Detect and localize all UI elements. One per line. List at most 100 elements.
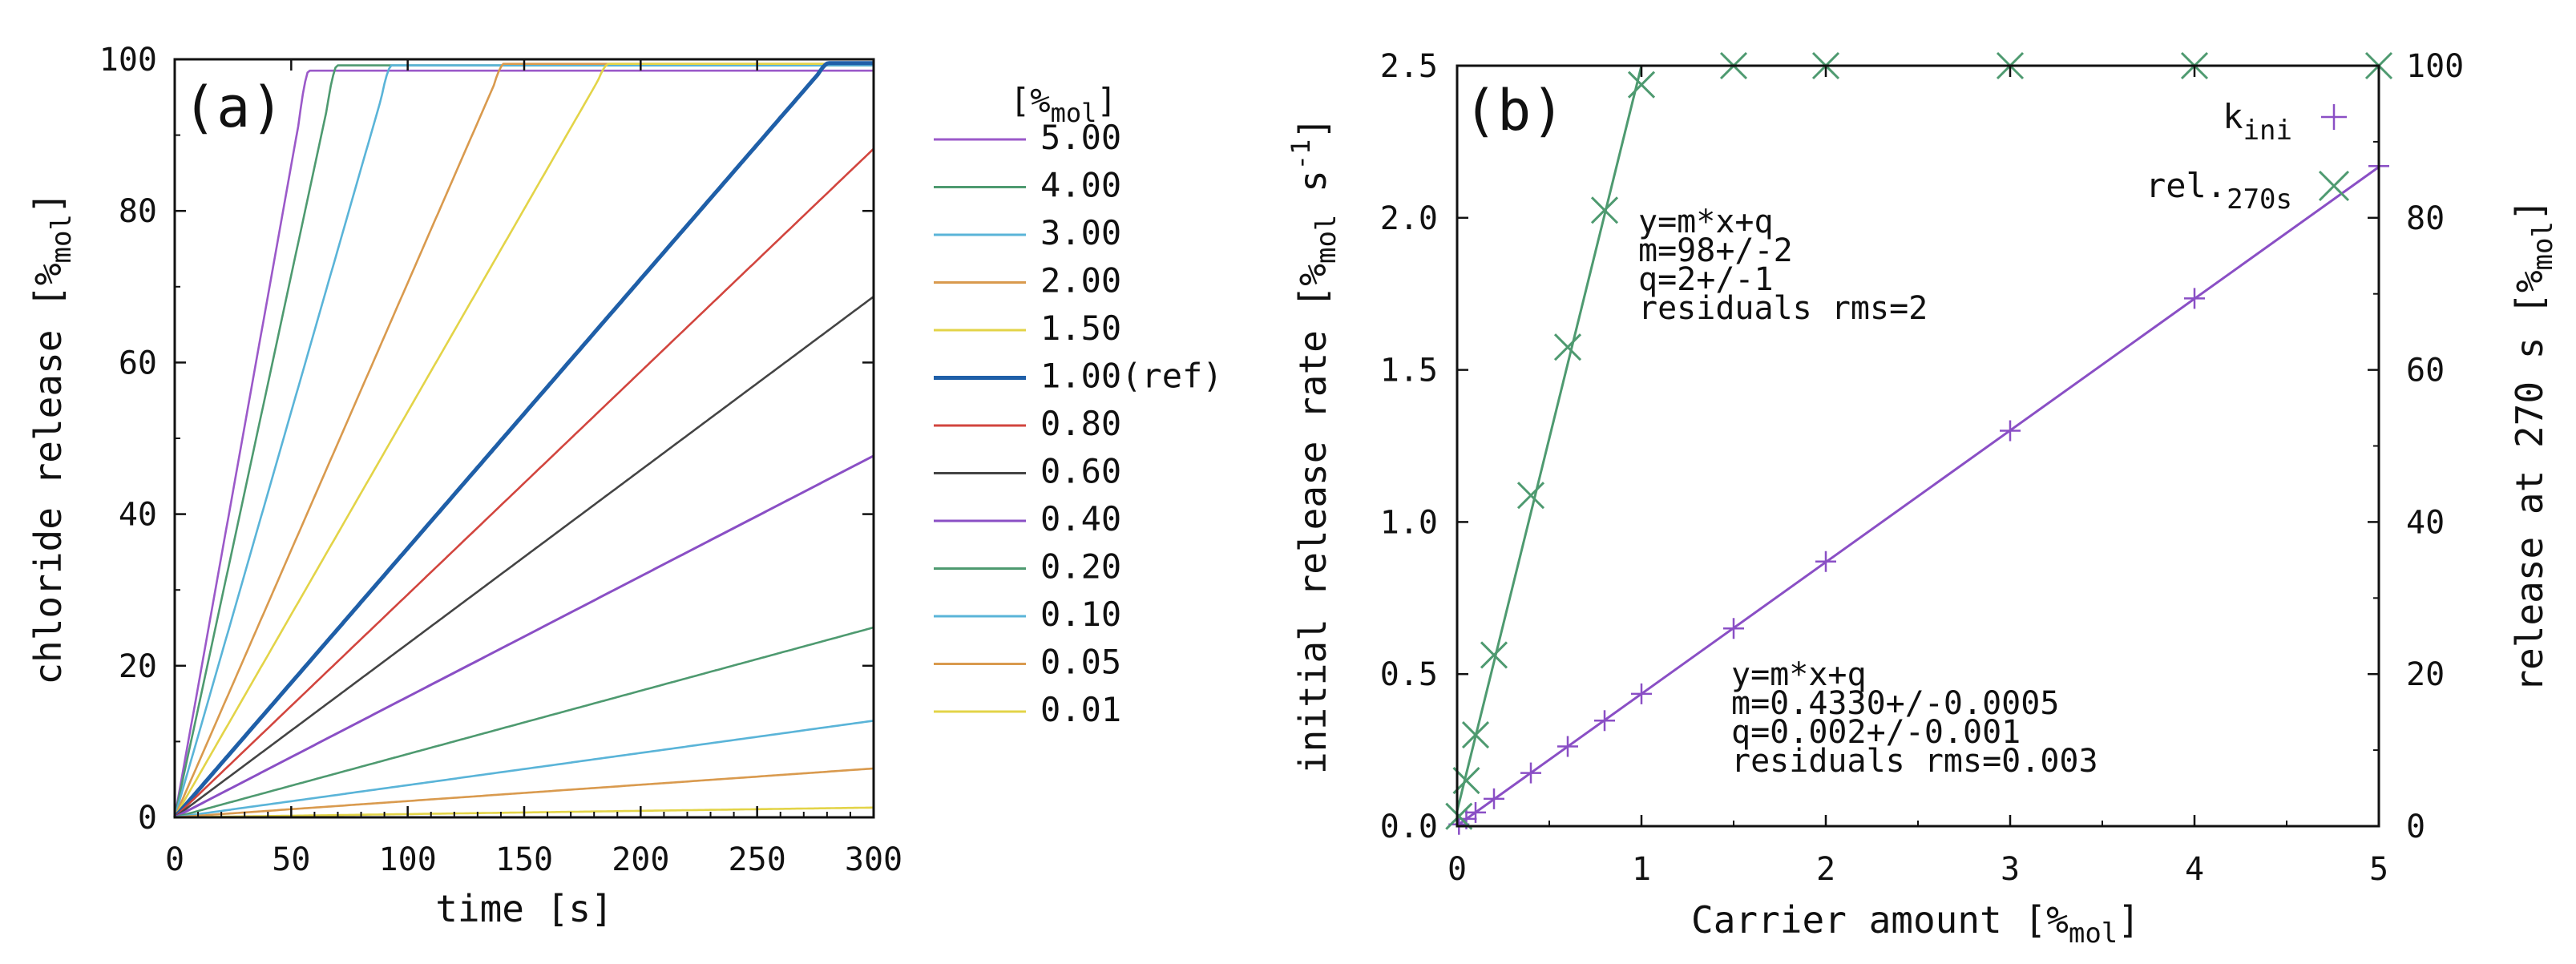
series-line-500 bbox=[173, 69, 874, 818]
panel-a-tick-layer: 0 50 100 150 200 250 300 0 20 40 60 80 100 bbox=[99, 42, 902, 878]
legend-entry-label: 2.00 bbox=[1040, 261, 1121, 300]
y-tick-label: 60 bbox=[119, 345, 157, 381]
legend-entry-label: rel.270s bbox=[2146, 166, 2292, 216]
panel-b-x-axis-label-close: ] bbox=[2118, 898, 2140, 942]
fit-annotation-rel-fit: y=m*x+q m=98+/-2 q=2+/-1 residuals rms=2 bbox=[1638, 204, 1928, 327]
x-tick-label: 250 bbox=[729, 841, 786, 878]
x-tick-label: 2 bbox=[1816, 851, 1835, 888]
data-point-plus bbox=[1520, 762, 1541, 784]
panel-a-y-axis-label-close: ] bbox=[26, 192, 70, 214]
x-tick-label: 1 bbox=[1632, 851, 1651, 888]
panel-b-y-axis-label-sub: mol bbox=[1310, 215, 1343, 264]
y-tick-label: 40 bbox=[119, 497, 157, 534]
series-line-040 bbox=[174, 454, 874, 819]
panel-b-tick-layer: 0 1 2 3 4 5 0.0 0.5 1.0 1.5 2.0 2.5 0 20 40 60 80 100 bbox=[1380, 48, 2465, 888]
legend-entry-name: rel. bbox=[2146, 166, 2227, 205]
y-tick-label: 100 bbox=[99, 42, 157, 79]
series-line-060 bbox=[174, 296, 874, 819]
fit-line-plus bbox=[1456, 166, 2380, 827]
series-line-150 bbox=[173, 63, 874, 818]
data-point-x bbox=[1553, 333, 1582, 361]
data-point-x bbox=[1445, 802, 1473, 830]
y2-tick-label: 20 bbox=[2406, 656, 2445, 693]
panel-b-y2-axis-label-sub: mol bbox=[2527, 221, 2559, 270]
y2-tick-label: 100 bbox=[2406, 48, 2464, 85]
fit-annotation-line: m=0.4330+/-0.0005 bbox=[1731, 685, 2059, 722]
fit-annotation-line: m=98+/-2 bbox=[1638, 232, 1793, 269]
data-point-plus bbox=[1465, 801, 1486, 823]
x-tick-label: 150 bbox=[495, 841, 553, 878]
series-line-400 bbox=[173, 64, 874, 818]
fit-annotation-line: y=m*x+q bbox=[1731, 656, 1867, 693]
panel-a-legend: [%mol] 5.00 4.00 3.00 2.00 1.50 1.00(ref) 0.80… bbox=[934, 81, 1223, 729]
legend-entry-label: 0.05 bbox=[1040, 643, 1121, 682]
legend-entry-label: 1.00(ref) bbox=[1040, 357, 1223, 396]
y-tick-label: 80 bbox=[119, 193, 157, 230]
panel-a-y-axis-label-sub: mol bbox=[46, 214, 78, 263]
legend-marker-plus bbox=[2321, 104, 2347, 130]
panel-a-label: (a) bbox=[183, 75, 284, 140]
data-point-plus bbox=[2000, 420, 2021, 442]
panel-a-series-layer bbox=[173, 61, 874, 819]
series-line-010 bbox=[174, 720, 874, 819]
series-line-100ref bbox=[173, 61, 874, 819]
x-tick-label: 0 bbox=[165, 841, 184, 878]
x-tick-label: 200 bbox=[612, 841, 669, 878]
legend-entry-sub: 270s bbox=[2227, 184, 2292, 216]
y-tick-label: 0.0 bbox=[1380, 809, 1438, 845]
panel-b-x-axis-label: Carrier amount [%mol] bbox=[1691, 898, 2140, 950]
legend-title-close: ] bbox=[1096, 81, 1116, 120]
legend-entry-label: 0.20 bbox=[1040, 547, 1121, 587]
x-tick-label: 0 bbox=[1447, 851, 1467, 888]
y2-tick-label: 0 bbox=[2406, 809, 2425, 845]
legend-title-sub: mol bbox=[1051, 98, 1097, 128]
legend-entry-label: 0.40 bbox=[1040, 499, 1121, 538]
data-point-x bbox=[1516, 482, 1545, 510]
fit-annotation-line: q=0.002+/-0.001 bbox=[1731, 714, 2021, 751]
panel-b-y2-axis-label-close: ] bbox=[2508, 199, 2551, 221]
legend-entry-label: 0.01 bbox=[1040, 690, 1121, 729]
data-point-plus bbox=[1723, 618, 1744, 639]
panel-b-label: (b) bbox=[1464, 78, 1565, 143]
y-tick-label: 1.0 bbox=[1380, 504, 1438, 541]
panel-b-y-axis-label-sup: -1 bbox=[1286, 139, 1316, 171]
y2-tick-label: 60 bbox=[2406, 353, 2445, 389]
data-point-plus bbox=[1815, 551, 1836, 572]
y-tick-label: 0 bbox=[138, 800, 157, 837]
y-tick-label: 2.5 bbox=[1380, 48, 1438, 85]
fit-annotation-line: q=2+/-1 bbox=[1638, 261, 1774, 298]
panel-b-y-axis-label: initial release rate [%mol s-1] bbox=[1286, 117, 1343, 774]
y2-tick-label: 80 bbox=[2406, 200, 2445, 237]
legend-entry-label: 0.80 bbox=[1040, 404, 1121, 443]
fit-annotation-kini-fit: y=m*x+q m=0.4330+/-0.0005 q=0.002+/-0.001 r… bbox=[1731, 656, 2098, 780]
y-tick-label: 2.0 bbox=[1380, 200, 1438, 237]
data-point-plus bbox=[1557, 736, 1578, 757]
legend-entry-name: k bbox=[2223, 97, 2243, 136]
panel-b-x-axis-label-sub: mol bbox=[2069, 918, 2118, 950]
panel-a-x-axis-label: time [s] bbox=[435, 887, 613, 930]
legend-entry-label: 0.60 bbox=[1040, 452, 1121, 491]
y-tick-label: 0.5 bbox=[1380, 656, 1438, 693]
panel-a-y-axis-label: chloride release [%mol] bbox=[26, 192, 78, 684]
data-point-plus bbox=[1594, 710, 1615, 732]
panel-b-y2-axis-label: release at 270 s [%mol] bbox=[2508, 199, 2559, 692]
x-tick-label: 50 bbox=[272, 841, 310, 878]
panel-b-annotations: y=m*x+q m=98+/-2 q=2+/-1 residuals rms=2y=m… bbox=[1638, 204, 2098, 780]
data-point-x bbox=[1480, 641, 1508, 669]
fit-annotation-line: residuals rms=0.003 bbox=[1731, 743, 2098, 780]
panel-a-y-axis-label-main: chloride release [% bbox=[26, 263, 70, 684]
x-tick-label: 300 bbox=[845, 841, 902, 878]
series-line-200 bbox=[173, 63, 874, 818]
panel-a: 0 50 100 150 200 250 300 0 20 40 60 80 100 (a) time … bbox=[26, 42, 1223, 930]
legend-title-open: [% bbox=[1010, 81, 1051, 120]
panel-a-legend-title: [%mol] bbox=[1010, 81, 1117, 128]
panel-a-plot-frame bbox=[173, 58, 875, 819]
data-point-plus bbox=[2184, 288, 2205, 309]
legend-entry-label: 3.00 bbox=[1040, 213, 1121, 252]
x-tick-label: 100 bbox=[379, 841, 437, 878]
legend-entry-sub: ini bbox=[2243, 115, 2292, 147]
legend-entry-label: 0.10 bbox=[1040, 595, 1121, 634]
fit-annotation-line: residuals rms=2 bbox=[1638, 290, 1928, 327]
panel-b-x-axis-label-main: Carrier amount [% bbox=[1691, 898, 2069, 942]
